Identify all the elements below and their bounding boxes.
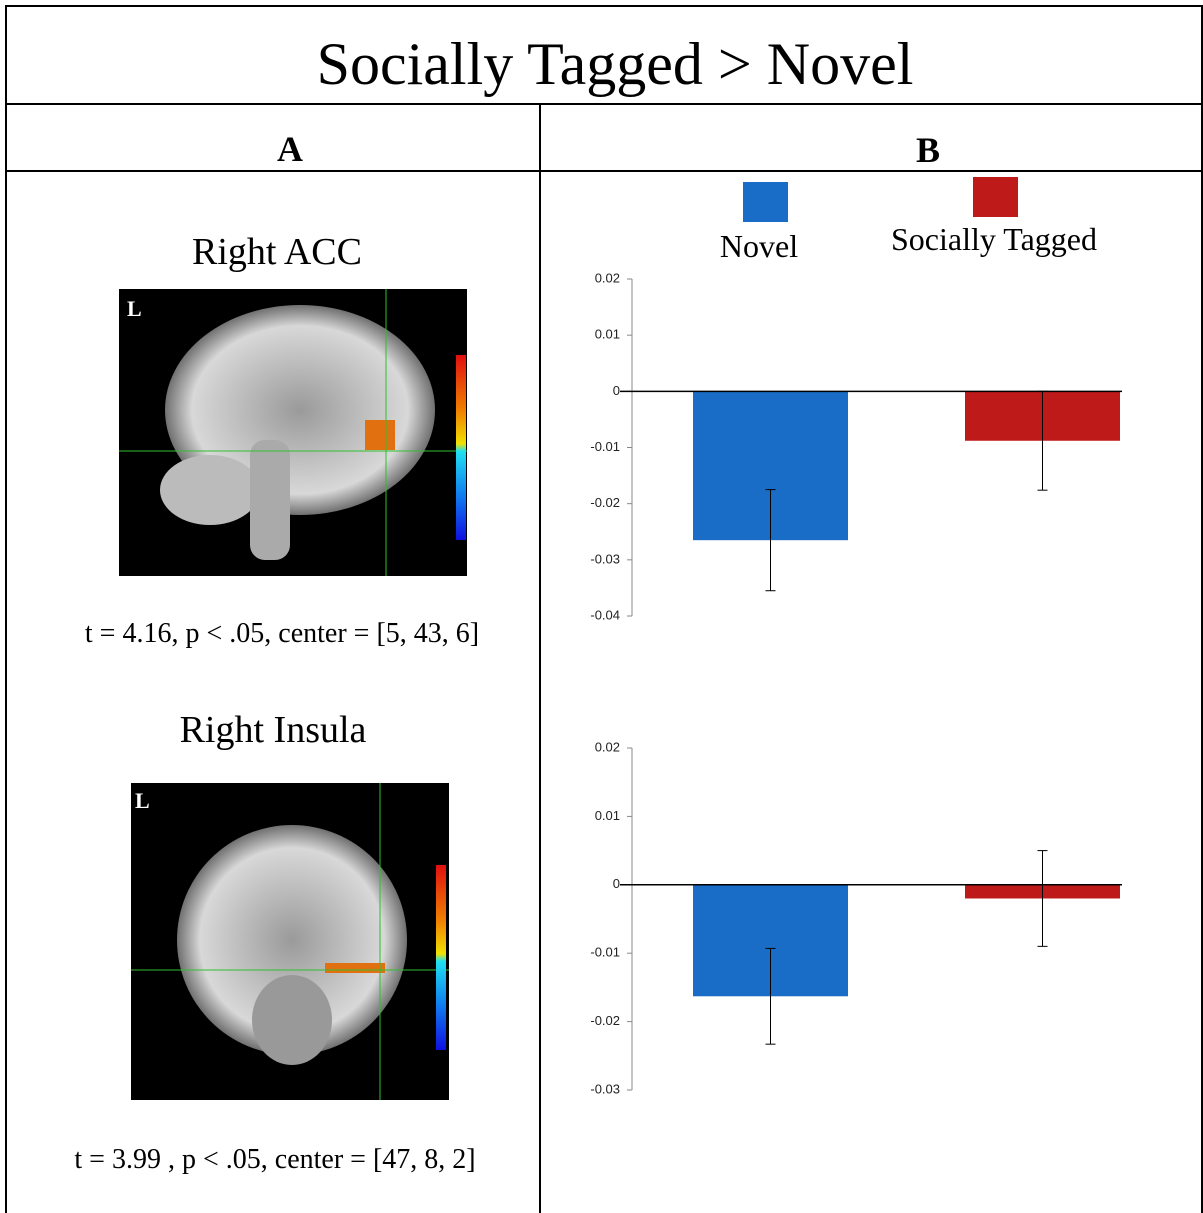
- y-tick-label: -0.04: [590, 607, 620, 622]
- panel-label: B: [916, 130, 940, 170]
- y-tick-label: 0.02: [595, 270, 620, 285]
- image-title: Right ACC: [192, 231, 362, 273]
- stats: t = 4.16, p < .05, center = [5, 43, 6]: [85, 618, 479, 649]
- panel-label: A: [277, 129, 303, 169]
- y-tick-label: -0.02: [590, 1013, 620, 1028]
- y-tick-label: 0: [613, 383, 620, 398]
- orientation-label: L: [127, 296, 142, 321]
- stats: t = 3.99 , p < .05, center = [47, 8, 2]: [74, 1144, 475, 1175]
- y-tick-label: -0.03: [590, 1081, 620, 1096]
- y-tick-label: -0.02: [590, 495, 620, 510]
- figure: Socially Tagged > Novel A B Right ACC L …: [0, 0, 1203, 1213]
- image-title: Right Insula: [180, 709, 367, 751]
- brain-image: L: [131, 783, 449, 1100]
- brain-image: L: [119, 289, 467, 576]
- figure-title: Socially Tagged > Novel: [317, 31, 914, 97]
- legend-label: Socially Tagged: [891, 221, 1097, 257]
- legend-swatch: [973, 177, 1018, 217]
- y-tick-label: -0.01: [590, 439, 620, 454]
- y-tick-label: 0.01: [595, 808, 620, 823]
- legend-label: Novel: [720, 228, 798, 264]
- y-tick-label: 0.02: [595, 739, 620, 754]
- orientation-label: L: [135, 788, 150, 813]
- page: Socially Tagged > Novel A B Right ACC L …: [0, 0, 1203, 1213]
- y-tick-label: -0.03: [590, 551, 620, 566]
- y-tick-label: 0: [613, 876, 620, 891]
- legend-swatch: [743, 182, 788, 222]
- y-tick-label: -0.01: [590, 945, 620, 960]
- y-tick-label: 0.01: [595, 327, 620, 342]
